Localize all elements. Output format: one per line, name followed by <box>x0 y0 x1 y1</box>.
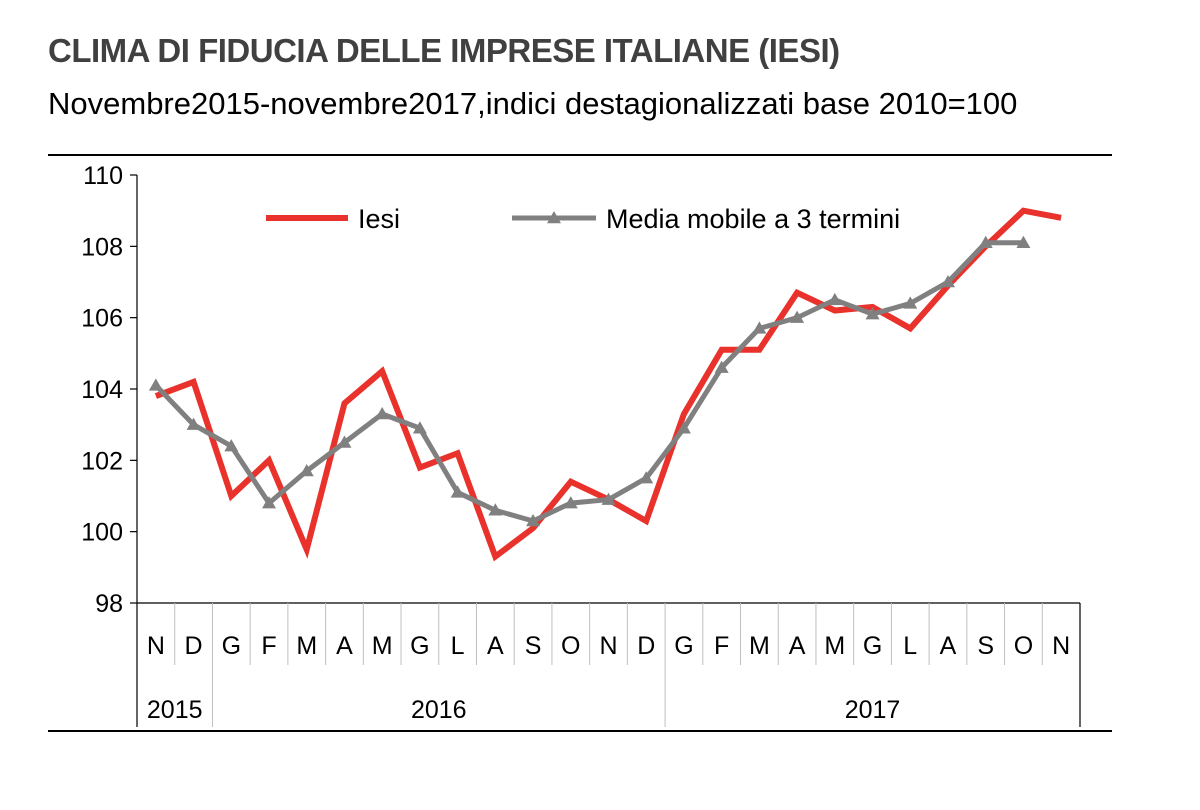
x-tick-label: N <box>147 632 165 660</box>
x-tick-label: M <box>749 632 770 660</box>
y-tick-label: 108 <box>81 233 123 261</box>
x-tick-label: M <box>824 632 845 660</box>
legend-label-iesi: Iesi <box>358 204 400 234</box>
data-point-marker <box>601 492 616 505</box>
y-tick-label: 100 <box>81 519 123 547</box>
x-tick-label: M <box>372 632 393 660</box>
data-point-marker <box>752 321 767 334</box>
year-label: 2017 <box>845 696 901 724</box>
x-tick-label: D <box>637 632 655 660</box>
x-tick-label: G <box>863 632 882 660</box>
x-tick-label: A <box>487 632 504 660</box>
x-tick-label: M <box>296 632 317 660</box>
y-tick-label: 110 <box>83 162 123 190</box>
year-label: 2015 <box>147 696 203 724</box>
x-tick-label: S <box>525 632 542 660</box>
data-point-marker <box>865 307 880 320</box>
data-point-marker <box>450 485 465 498</box>
data-point-marker <box>563 496 578 509</box>
data-point-marker <box>903 296 918 309</box>
data-point-marker <box>790 310 805 323</box>
data-point-marker <box>940 275 955 288</box>
data-point-marker <box>148 378 163 391</box>
axes <box>136 175 1081 727</box>
y-tick-label: 104 <box>81 376 123 404</box>
y-tick-label: 106 <box>81 305 123 333</box>
data-point-marker <box>186 417 201 430</box>
x-tick-label: F <box>261 632 276 660</box>
chart-subtitle: Novembre2015-novembre2017,indici destagi… <box>48 86 1018 121</box>
x-tick-label: A <box>336 632 353 660</box>
data-point-marker <box>827 292 842 306</box>
y-ticks: 98 100 102 104 106 108 110 <box>81 162 137 618</box>
x-tick-label: G <box>410 632 429 660</box>
category-grid <box>174 603 1043 727</box>
data-point-marker <box>676 421 691 434</box>
x-tick-label: F <box>714 632 729 660</box>
data-point-marker <box>639 471 654 484</box>
data-point-marker <box>375 406 390 420</box>
legend-label-media-mobile: Media mobile a 3 termini <box>606 204 900 234</box>
data-point-marker <box>412 421 427 434</box>
data-point-marker <box>224 439 239 452</box>
data-point-marker <box>1016 235 1031 249</box>
x-tick-label: O <box>561 632 580 660</box>
x-tick-label: N <box>1052 632 1070 660</box>
x-tick-label: O <box>1014 632 1033 660</box>
y-tick-label: 98 <box>95 590 123 618</box>
data-point-marker <box>978 235 993 249</box>
data-point-marker <box>526 513 541 527</box>
year-labels: 2015 2016 2017 <box>147 696 900 724</box>
x-tick-label: G <box>674 632 693 660</box>
data-point-marker <box>262 496 277 509</box>
data-point-marker <box>299 464 314 477</box>
x-tick-label: S <box>977 632 994 660</box>
x-tick-label: G <box>222 632 241 660</box>
data-point-marker <box>337 435 352 448</box>
series-lines <box>148 207 1062 562</box>
x-tick-label: A <box>789 632 806 660</box>
chart-title: CLIMA DI FIDUCIA DELLE IMPRESE ITALIANE … <box>48 32 840 69</box>
y-tick-label: 102 <box>81 447 123 475</box>
x-tick-label: L <box>903 632 917 660</box>
year-label: 2016 <box>411 696 467 724</box>
x-tick-label: A <box>940 632 957 660</box>
x-tick-label: D <box>185 632 203 660</box>
series-line-media-mobile <box>154 240 1024 524</box>
data-point-marker <box>714 360 729 373</box>
x-tick-label: L <box>451 632 465 660</box>
legend-marker <box>547 211 561 224</box>
x-tick-label: N <box>599 632 617 660</box>
data-point-marker <box>488 503 503 516</box>
legend: Iesi Media mobile a 3 termini <box>266 204 900 234</box>
